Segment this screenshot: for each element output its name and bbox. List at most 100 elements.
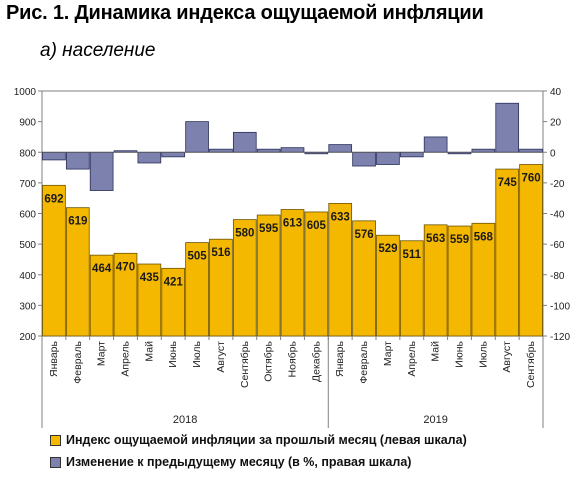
x-axis-label: Декабрь: [310, 340, 322, 381]
bar-change-Январь: [42, 151, 66, 161]
bar-index-Октябрь: [256, 214, 281, 337]
data-label: 633: [331, 211, 350, 223]
bar-change-Апрель: [399, 151, 424, 158]
legend-label-change: Изменение к предыдущему месяцу (в %, пра…: [66, 455, 412, 469]
data-label: 568: [474, 231, 494, 243]
chart-subtitle: а) население: [40, 40, 156, 61]
data-label: 563: [426, 233, 445, 245]
right-axis-tick-label: 40: [550, 87, 562, 98]
legend-swatch-change: [50, 456, 61, 468]
bar-index-Март: [89, 254, 114, 337]
bar-index-Май: [137, 263, 162, 337]
x-axis-label: Июль: [191, 340, 203, 367]
x-axis-label: Январь: [334, 340, 346, 377]
bar-index-Март: [376, 234, 400, 337]
chart-title: Рис. 1. Динамика индекса ощущаемой инфля…: [6, 2, 484, 24]
bar-index-Февраль: [352, 220, 376, 337]
bar-index-Апрель: [399, 240, 424, 337]
bar-change-Сентябрь: [519, 148, 543, 153]
x-axis-label: Октябрь: [263, 340, 275, 381]
x-axis-label: Май: [430, 341, 442, 362]
left-axis-tick-label: 900: [19, 118, 36, 129]
bar-index-Июнь: [161, 267, 186, 337]
bar-index-Сентябрь: [519, 164, 543, 337]
bar-index-Февраль: [65, 207, 90, 337]
bar-change-Октябрь: [256, 148, 281, 153]
bar-index-Август: [495, 168, 520, 337]
year-label: 2018: [173, 414, 197, 426]
right-axis-tick-label: -60: [550, 240, 565, 251]
data-label: 464: [92, 263, 112, 275]
bar-index-Июль: [185, 242, 209, 337]
x-axis-label: Февраль: [72, 340, 84, 383]
legend-label-index: Индекс ощущаемой инфляции за прошлый мес…: [66, 433, 467, 447]
bar-index-Август: [209, 238, 233, 337]
bar-change-Август: [209, 148, 233, 153]
x-axis-label: Ноябрь: [287, 340, 299, 377]
bar-change-Февраль: [352, 151, 376, 167]
x-axis-label: Июнь: [167, 340, 179, 367]
legend-item-index: Индекс ощущаемой инфляции за прошлый мес…: [50, 433, 467, 447]
bar-index-Май: [423, 224, 448, 337]
data-label: 613: [283, 218, 302, 230]
bar-change-Март: [376, 151, 400, 165]
bar-index-Июль: [471, 222, 496, 337]
left-axis-tick-label: 400: [19, 271, 36, 282]
bar-change-Июль: [471, 148, 496, 153]
left-axis-tick-label: 500: [19, 240, 36, 251]
x-axis-label: Январь: [48, 340, 60, 377]
data-label: 529: [378, 243, 397, 255]
bar-change-Январь: [328, 144, 353, 153]
bar-change-Сентябрь: [232, 131, 257, 153]
bar-change-Май: [137, 151, 162, 164]
bar-change-Февраль: [65, 151, 90, 170]
bar-index-Ноябрь: [280, 209, 305, 337]
right-axis-tick-label: -80: [550, 271, 565, 282]
x-axis-label: Август: [215, 341, 227, 373]
left-axis-tick-label: 200: [19, 332, 36, 343]
right-axis-tick-label: 20: [550, 118, 562, 129]
data-label: 511: [403, 249, 422, 261]
right-axis-tick-label: -120: [550, 332, 570, 343]
x-axis-label: Июнь: [454, 340, 466, 367]
data-label: 605: [307, 220, 327, 232]
data-label: 619: [68, 216, 87, 228]
bar-change-Май: [423, 136, 448, 153]
left-axis-tick-label: 300: [19, 301, 36, 312]
data-label: 435: [140, 272, 160, 284]
data-label: 470: [116, 261, 135, 273]
right-axis-tick-label: -20: [550, 179, 565, 190]
data-label: 580: [235, 228, 254, 240]
x-axis-label: Апрель: [120, 340, 132, 376]
bar-index-Декабрь: [304, 211, 329, 337]
data-label: 505: [187, 251, 207, 263]
x-axis-label: Сентябрь: [525, 340, 537, 388]
bar-change-Июль: [185, 121, 209, 153]
bar-change-Июнь: [161, 151, 186, 158]
data-label: 421: [164, 276, 184, 288]
right-axis-tick-label: 0: [550, 148, 556, 159]
x-axis-label: Март: [96, 341, 108, 366]
bar-change-Ноябрь: [280, 147, 305, 153]
year-label: 2019: [423, 414, 447, 426]
x-axis-label: Апрель: [406, 340, 418, 376]
bar-index-Апрель: [113, 252, 138, 337]
legend-swatch-index: [50, 434, 61, 446]
x-axis-label: Февраль: [358, 340, 370, 383]
bar-index-Сентябрь: [232, 219, 257, 337]
data-label: 516: [211, 247, 230, 259]
legend-item-change: Изменение к предыдущему месяцу (в %, пра…: [50, 455, 411, 469]
data-label: 760: [521, 173, 540, 185]
x-axis-label: Март: [382, 341, 394, 366]
x-axis-label: Июль: [477, 340, 489, 367]
bar-index-Январь: [328, 202, 353, 337]
bar-index-Июнь: [447, 225, 472, 337]
right-axis-tick-label: -100: [550, 301, 570, 312]
left-axis-tick-label: 1000: [14, 87, 37, 98]
left-axis-tick-label: 700: [19, 179, 36, 190]
bar-index-Январь: [42, 184, 66, 337]
left-axis-tick-label: 600: [19, 210, 36, 221]
left-axis-tick-label: 800: [19, 148, 36, 159]
right-axis-tick-label: -40: [550, 210, 565, 221]
